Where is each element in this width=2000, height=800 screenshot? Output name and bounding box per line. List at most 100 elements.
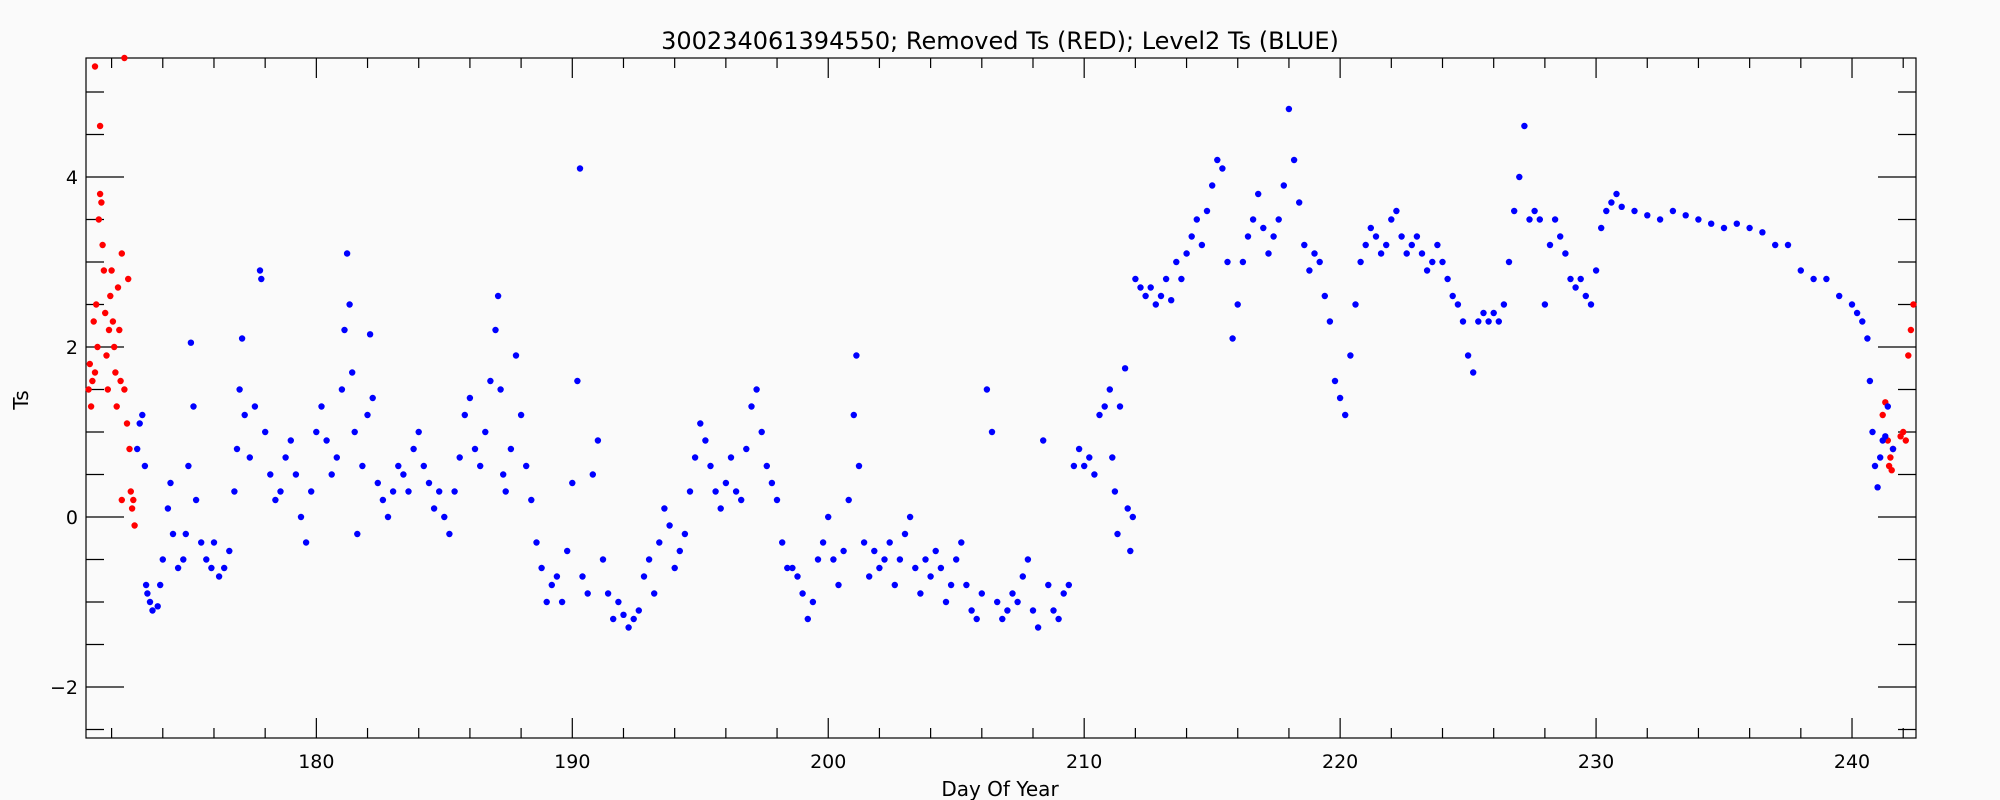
level2-point (615, 598, 622, 606)
level2-point (794, 573, 801, 580)
level2-point (1142, 292, 1149, 300)
axis-ticks: 180 190 200 210 220 230 240 −2 0 2 4 (50, 58, 1916, 773)
level2-point (164, 505, 172, 512)
level2-point (1198, 241, 1206, 249)
level2-point (1331, 377, 1339, 385)
level2-point (1377, 250, 1385, 257)
level2-point (208, 564, 215, 572)
chart-title: 300234061394550; Removed Ts (RED); Level… (661, 27, 1339, 55)
level2-point (953, 556, 960, 563)
level2-point (258, 275, 265, 283)
level2-point (512, 352, 520, 359)
level2-point (341, 326, 348, 334)
level2-point (272, 496, 279, 504)
y-tick-label: 2 (66, 337, 78, 359)
x-tick-label: 240 (1834, 751, 1870, 773)
level2-point (886, 539, 893, 546)
level2-point (1423, 267, 1431, 274)
level2-point (853, 352, 860, 359)
level2-point (548, 581, 555, 589)
level2-point (656, 539, 663, 546)
removed-point (109, 318, 117, 325)
level2-point (1209, 182, 1216, 189)
level2-point (1265, 250, 1272, 257)
level2-point (1618, 203, 1625, 210)
level2-point (1582, 292, 1590, 300)
level2-point (651, 590, 658, 597)
level2-point (768, 479, 776, 487)
level2-point (1567, 275, 1574, 283)
level2-point (942, 598, 950, 606)
level2-point (1124, 505, 1131, 512)
level2-point (366, 331, 374, 338)
level2-point (1572, 284, 1579, 291)
level2-point (430, 505, 438, 512)
level2-point (1132, 275, 1139, 283)
level2-point (1464, 352, 1472, 359)
level2-point (1874, 484, 1881, 491)
level2-point (410, 445, 417, 453)
level2-point (707, 462, 714, 470)
level2-point (1050, 607, 1057, 614)
y-axis-label: Ts (9, 390, 33, 410)
level2-point (589, 471, 596, 478)
level2-point (538, 564, 545, 572)
level2-point (1393, 207, 1400, 215)
level2-point (1045, 581, 1052, 589)
level2-point (287, 437, 294, 444)
level2-point (1024, 556, 1032, 563)
level2-point (1086, 454, 1093, 461)
level2-point (1720, 224, 1728, 232)
level2-point (1708, 220, 1715, 227)
level2-point (932, 547, 939, 555)
level2-point (1357, 258, 1364, 266)
removed-point (123, 420, 131, 427)
level2-point (743, 445, 750, 453)
level2-point (477, 462, 484, 470)
level2-point (226, 547, 233, 555)
level2-point (1203, 207, 1211, 215)
level2-point (190, 403, 197, 410)
level2-point (1075, 445, 1083, 453)
level2-point (901, 530, 909, 538)
level2-point (1470, 369, 1477, 376)
level2-point (1531, 207, 1538, 215)
level2-point (1495, 318, 1503, 325)
level2-point (1336, 394, 1344, 402)
level2-point (645, 556, 653, 563)
removed-point (118, 250, 126, 257)
level2-point (471, 445, 479, 453)
level2-point (507, 445, 515, 453)
level2-point (1296, 199, 1303, 206)
level2-point (1889, 445, 1897, 453)
level2-point (584, 590, 591, 597)
level2-point (1884, 403, 1892, 410)
level2-point (1383, 241, 1390, 249)
removed-point (104, 386, 112, 393)
level2-point (328, 471, 335, 478)
level2-point (333, 454, 340, 461)
level2-point (466, 394, 474, 402)
level2-point (1682, 212, 1689, 219)
x-tick-label: 210 (1066, 751, 1102, 773)
x-tick-label: 180 (298, 751, 334, 773)
level2-point (185, 462, 192, 470)
level2-point (1848, 301, 1856, 308)
level2-point (804, 615, 811, 623)
level2-point (136, 420, 143, 427)
level2-point (323, 437, 330, 444)
y-tick-label: 0 (66, 507, 78, 529)
x-tick-label: 190 (554, 751, 590, 773)
level2-point (1500, 301, 1508, 308)
level2-point (1321, 292, 1329, 300)
level2-point (461, 411, 468, 419)
level2-point (1065, 581, 1073, 589)
level2-point (1759, 229, 1766, 236)
level2-point (1551, 216, 1559, 223)
level2-point (1877, 454, 1884, 461)
level2-point (1413, 233, 1421, 240)
removed-point (116, 326, 123, 334)
level2-point (1137, 284, 1144, 291)
removed-point (111, 343, 118, 351)
level2-point (308, 488, 315, 495)
